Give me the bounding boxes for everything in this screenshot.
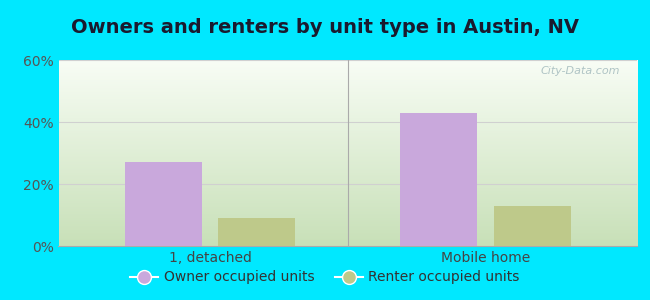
Text: City-Data.com: City-Data.com bbox=[540, 66, 619, 76]
Bar bbox=[218, 218, 295, 246]
Text: Owners and renters by unit type in Austin, NV: Owners and renters by unit type in Austi… bbox=[71, 18, 579, 37]
Bar bbox=[400, 113, 477, 246]
Bar bbox=[125, 162, 202, 246]
Legend: Owner occupied units, Renter occupied units: Owner occupied units, Renter occupied un… bbox=[125, 265, 525, 290]
Bar bbox=[494, 206, 571, 246]
